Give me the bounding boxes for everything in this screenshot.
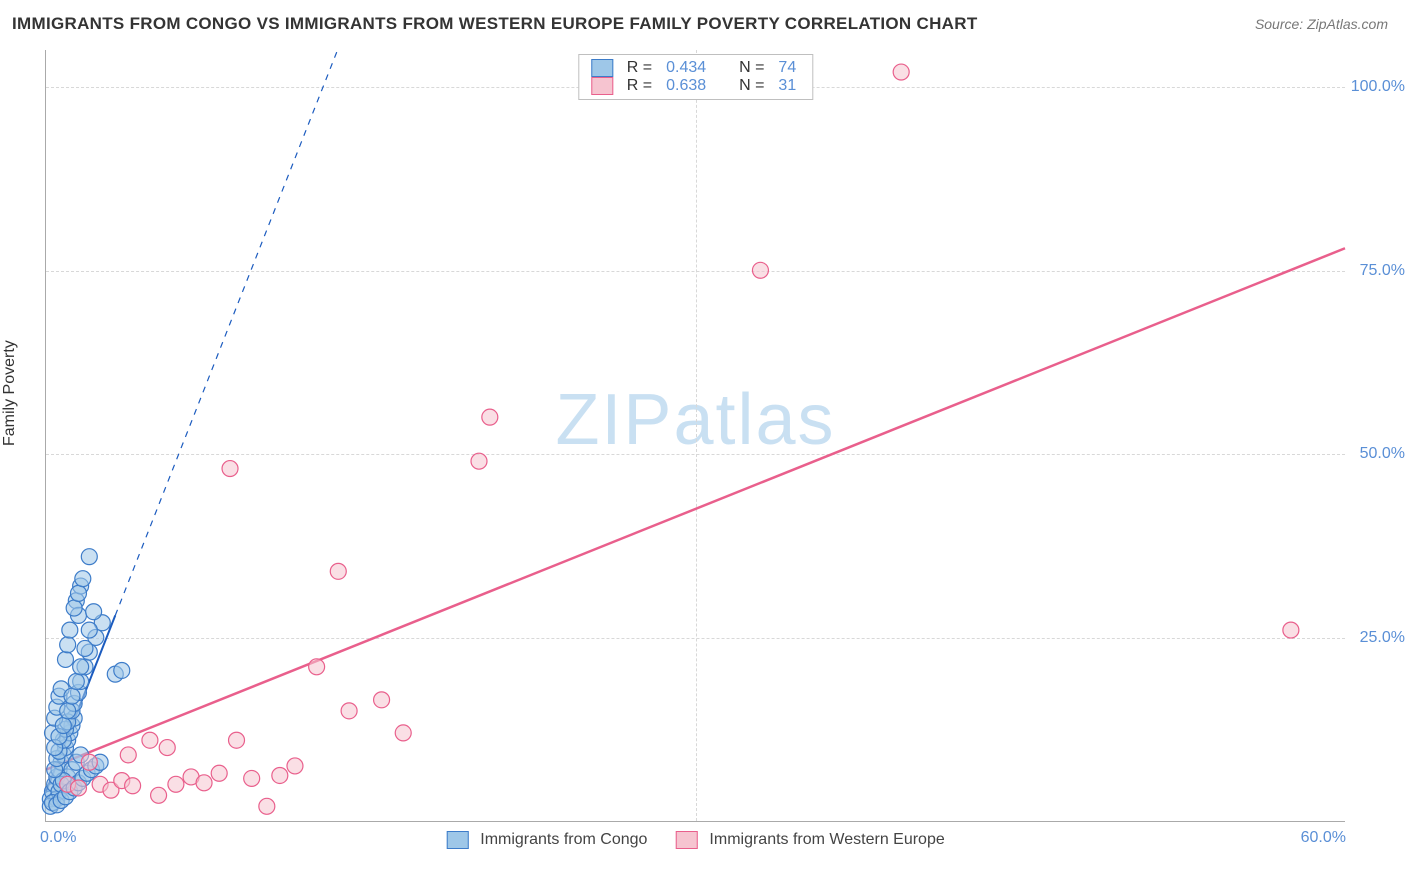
scatter-point bbox=[114, 662, 130, 678]
scatter-point bbox=[752, 262, 768, 278]
legend-n-label: N = bbox=[739, 59, 764, 77]
scatter-point bbox=[66, 600, 82, 616]
legend-top-row: R = 0.638 N = 31 bbox=[591, 77, 800, 95]
scatter-point bbox=[81, 754, 97, 770]
scatter-point bbox=[159, 740, 175, 756]
trend-line-extension bbox=[115, 50, 337, 615]
scatter-point bbox=[142, 732, 158, 748]
legend-swatch bbox=[446, 831, 468, 849]
plot-svg bbox=[46, 50, 1345, 821]
scatter-point bbox=[60, 637, 76, 653]
scatter-point bbox=[64, 688, 80, 704]
legend-r-label: R = bbox=[627, 59, 652, 77]
legend-r-value: 0.638 bbox=[666, 77, 706, 95]
chart-title: IMMIGRANTS FROM CONGO VS IMMIGRANTS FROM… bbox=[12, 14, 978, 34]
scatter-point bbox=[125, 778, 141, 794]
legend-bottom: Immigrants from Congo Immigrants from Wes… bbox=[446, 831, 945, 849]
scatter-point bbox=[70, 585, 86, 601]
scatter-point bbox=[86, 604, 102, 620]
scatter-point bbox=[68, 673, 84, 689]
scatter-point bbox=[309, 659, 325, 675]
y-tick-label: 25.0% bbox=[1360, 629, 1405, 647]
scatter-point bbox=[168, 776, 184, 792]
legend-n-value: 31 bbox=[778, 77, 796, 95]
scatter-point bbox=[471, 453, 487, 469]
scatter-point bbox=[259, 798, 275, 814]
trend-line bbox=[46, 248, 1345, 769]
y-axis-label: Family Poverty bbox=[1, 340, 19, 446]
scatter-point bbox=[893, 64, 909, 80]
scatter-point bbox=[1283, 622, 1299, 638]
legend-top-row: R = 0.434 N = 74 bbox=[591, 59, 800, 77]
legend-bottom-item: Immigrants from Western Europe bbox=[675, 831, 944, 849]
scatter-point bbox=[81, 549, 97, 565]
scatter-point bbox=[330, 563, 346, 579]
scatter-point bbox=[395, 725, 411, 741]
scatter-point bbox=[287, 758, 303, 774]
y-tick-label: 75.0% bbox=[1360, 262, 1405, 280]
scatter-point bbox=[222, 461, 238, 477]
scatter-point bbox=[272, 767, 288, 783]
scatter-point bbox=[62, 622, 78, 638]
scatter-point bbox=[151, 787, 167, 803]
scatter-point bbox=[55, 718, 71, 734]
scatter-point bbox=[60, 703, 76, 719]
scatter-point bbox=[81, 622, 97, 638]
scatter-point bbox=[374, 692, 390, 708]
scatter-point bbox=[229, 732, 245, 748]
source-label: Source: ZipAtlas.com bbox=[1255, 16, 1388, 32]
plot-area: ZIPatlas R =0.434 N =74R =0.638 N =31 Im… bbox=[45, 50, 1345, 822]
x-tick-label: 0.0% bbox=[40, 829, 76, 847]
legend-series-name: Immigrants from Congo bbox=[480, 831, 647, 849]
legend-r-label: R = bbox=[627, 77, 652, 95]
y-tick-label: 100.0% bbox=[1351, 78, 1405, 96]
scatter-point bbox=[244, 770, 260, 786]
scatter-point bbox=[73, 659, 89, 675]
x-tick-label: 60.0% bbox=[1301, 829, 1346, 847]
scatter-point bbox=[341, 703, 357, 719]
legend-series-name: Immigrants from Western Europe bbox=[709, 831, 944, 849]
legend-top: R = 0.434 N = 74 R = 0.638 N = 31 bbox=[578, 54, 813, 100]
legend-swatch bbox=[591, 59, 613, 77]
scatter-point bbox=[120, 747, 136, 763]
legend-r-value: 0.434 bbox=[666, 59, 706, 77]
legend-n-value: 74 bbox=[778, 59, 796, 77]
legend-n-label: N = bbox=[739, 77, 764, 95]
y-tick-label: 50.0% bbox=[1360, 445, 1405, 463]
scatter-point bbox=[482, 409, 498, 425]
legend-swatch bbox=[591, 77, 613, 95]
scatter-point bbox=[77, 640, 93, 656]
scatter-point bbox=[196, 775, 212, 791]
scatter-point bbox=[75, 571, 91, 587]
scatter-point bbox=[57, 651, 73, 667]
scatter-point bbox=[70, 780, 86, 796]
legend-bottom-item: Immigrants from Congo bbox=[446, 831, 647, 849]
legend-swatch bbox=[675, 831, 697, 849]
scatter-point bbox=[211, 765, 227, 781]
